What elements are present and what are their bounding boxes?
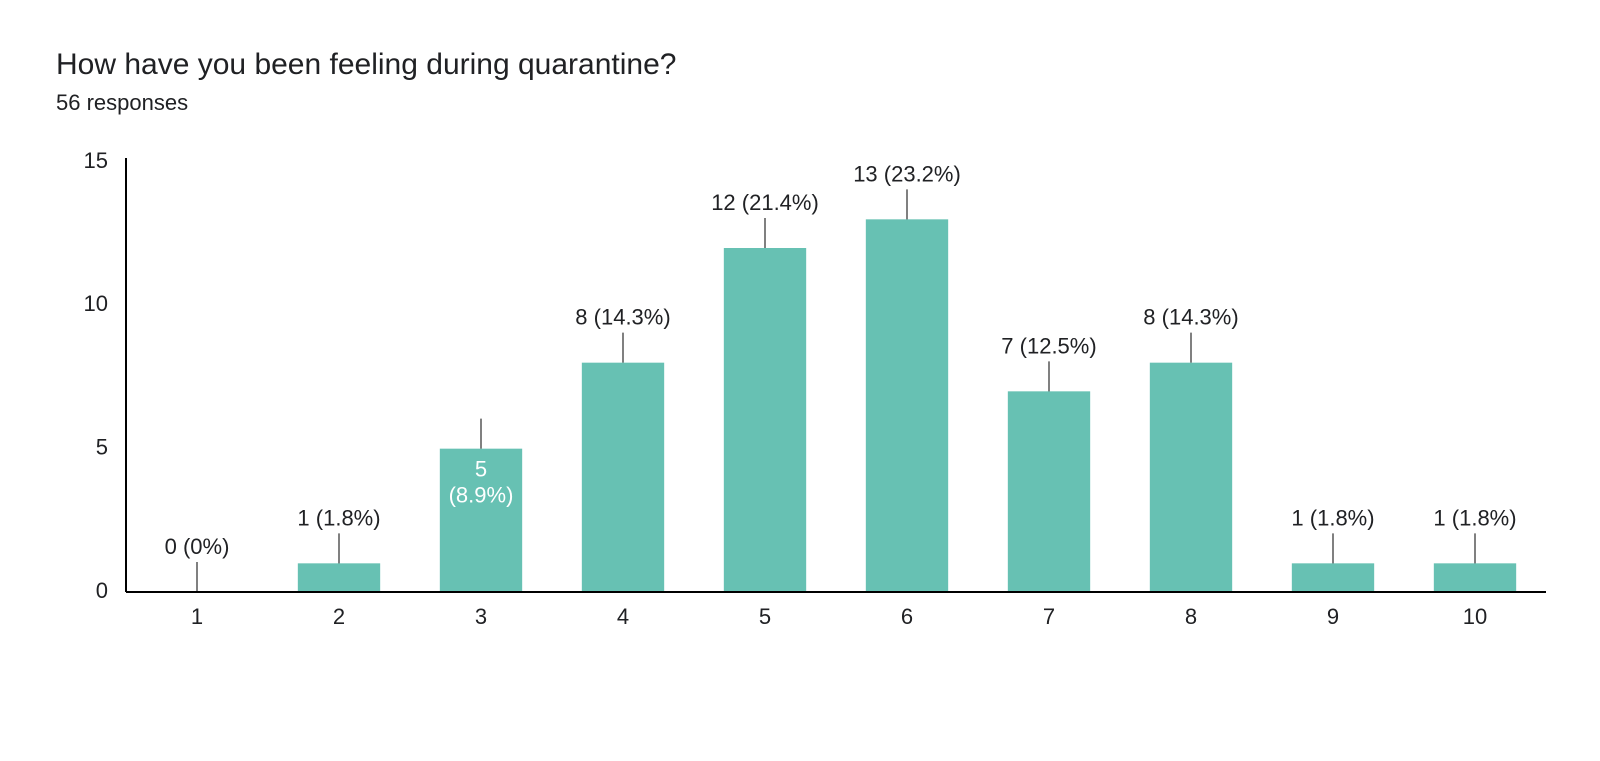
bar-chart: 0510150 (0%)11 (1.8%)25(8.9%)38 (14.3%)4… xyxy=(56,152,1546,692)
y-tick-label: 10 xyxy=(84,291,108,316)
bar xyxy=(1292,563,1374,592)
bar-value-label: 1 (1.8%) xyxy=(297,505,380,530)
bar xyxy=(1008,391,1090,592)
chart-plot-wrapper: 0510150 (0%)11 (1.8%)25(8.9%)38 (14.3%)4… xyxy=(56,152,1546,692)
x-tick-label: 7 xyxy=(1043,604,1055,629)
bar-value-label: 8 (14.3%) xyxy=(1143,305,1238,330)
bar-value-label: 8 (14.3%) xyxy=(575,305,670,330)
x-tick-label: 2 xyxy=(333,604,345,629)
x-tick-label: 1 xyxy=(191,604,203,629)
chart-container: How have you been feeling during quarant… xyxy=(0,0,1600,761)
bar xyxy=(1434,563,1516,592)
bar-value-label: 5 xyxy=(475,457,487,482)
chart-subtitle: 56 responses xyxy=(56,90,1544,116)
bar xyxy=(866,219,948,592)
x-tick-label: 5 xyxy=(759,604,771,629)
bar-value-label: 1 (1.8%) xyxy=(1291,505,1374,530)
x-tick-label: 4 xyxy=(617,604,629,629)
bar xyxy=(298,563,380,592)
bar xyxy=(724,248,806,592)
bar-value-label: 1 (1.8%) xyxy=(1433,505,1516,530)
y-tick-label: 0 xyxy=(96,578,108,603)
bar-value-label: 0 (0%) xyxy=(165,534,230,559)
x-tick-label: 3 xyxy=(475,604,487,629)
chart-title: How have you been feeling during quarant… xyxy=(56,48,1544,82)
x-tick-label: 6 xyxy=(901,604,913,629)
bar-value-label: 13 (23.2%) xyxy=(853,161,961,186)
bar-value-label: 7 (12.5%) xyxy=(1001,333,1096,358)
y-tick-label: 15 xyxy=(84,152,108,173)
y-tick-label: 5 xyxy=(96,434,108,459)
bar-value-label: 12 (21.4%) xyxy=(711,190,819,215)
x-tick-label: 8 xyxy=(1185,604,1197,629)
bar xyxy=(582,363,664,592)
bar xyxy=(1150,363,1232,592)
x-tick-label: 10 xyxy=(1463,604,1487,629)
x-tick-label: 9 xyxy=(1327,604,1339,629)
bar-value-label: (8.9%) xyxy=(449,483,514,508)
